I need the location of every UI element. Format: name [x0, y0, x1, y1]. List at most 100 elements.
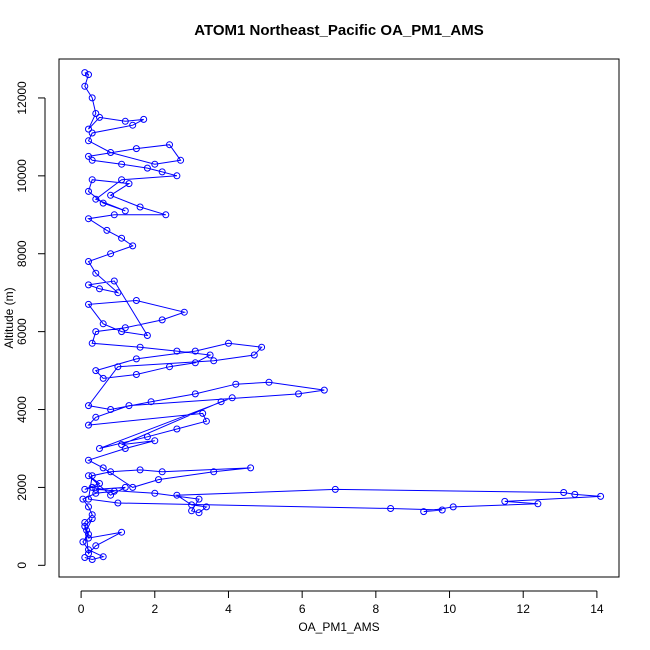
x-tick-label: 12 — [517, 602, 531, 616]
data-point — [85, 152, 92, 160]
data-point — [420, 508, 428, 516]
data-point — [217, 398, 225, 406]
data-point — [143, 164, 151, 172]
data-point — [166, 141, 173, 149]
data-point — [158, 468, 166, 476]
y-tick-label: 10000 — [15, 159, 29, 193]
data-point — [320, 386, 328, 394]
data-point — [85, 137, 92, 145]
data-point — [258, 343, 266, 351]
data-point — [85, 125, 92, 133]
data-point — [96, 113, 103, 121]
data-point — [121, 117, 129, 125]
data-point — [99, 320, 107, 328]
data-point — [99, 464, 107, 472]
data-point — [85, 187, 92, 195]
data-point — [81, 554, 89, 561]
data-point — [125, 402, 133, 410]
data-point — [210, 357, 218, 365]
data-point — [92, 110, 100, 117]
data-point — [121, 207, 129, 215]
data-point — [88, 339, 96, 347]
x-tick-label: 0 — [78, 602, 85, 616]
plot-area — [79, 69, 605, 563]
data-point — [125, 180, 133, 188]
data-point — [195, 495, 203, 503]
data-point — [162, 211, 170, 219]
data-point — [191, 359, 199, 367]
data-point — [107, 191, 115, 199]
data-point — [85, 534, 92, 542]
data-point — [88, 176, 96, 184]
data-point — [85, 300, 92, 308]
data-point — [129, 121, 137, 129]
data-point — [81, 69, 89, 77]
data-point — [225, 339, 232, 347]
data-point — [99, 199, 107, 207]
data-point — [85, 503, 92, 511]
data-point — [195, 509, 203, 517]
y-tick-label: 0 — [15, 562, 29, 569]
data-point — [96, 445, 103, 452]
data-point — [121, 445, 129, 452]
data-point — [83, 526, 91, 534]
data-point — [88, 511, 96, 519]
data-point — [88, 129, 96, 137]
data-point — [199, 409, 207, 417]
data-point — [151, 489, 159, 497]
data-point — [147, 398, 155, 406]
data-point — [173, 425, 181, 433]
y-tick-label: 12000 — [15, 81, 29, 115]
data-point — [180, 308, 188, 316]
data-point — [81, 522, 89, 530]
data-point — [295, 390, 302, 398]
data-point — [85, 456, 92, 464]
data-point — [132, 355, 140, 363]
data-point — [88, 156, 96, 164]
data-point — [85, 472, 92, 480]
data-point — [85, 402, 92, 410]
data-point — [114, 289, 122, 297]
data-point — [88, 515, 96, 523]
data-point — [92, 195, 100, 203]
data-point — [188, 501, 196, 509]
data-point — [110, 487, 118, 495]
data-point — [173, 491, 181, 499]
data-point — [202, 503, 210, 511]
data-point — [92, 489, 100, 497]
y-tick-label: 8000 — [15, 240, 29, 267]
data-point — [92, 413, 100, 421]
data-point — [114, 363, 122, 371]
data-point — [85, 71, 92, 79]
data-point — [118, 328, 126, 336]
data-point — [121, 324, 129, 332]
data-point — [107, 250, 115, 258]
data-point — [88, 94, 96, 102]
data-point — [132, 371, 140, 378]
y-tick-label: 4000 — [15, 396, 29, 423]
x-tick-label: 10 — [443, 602, 457, 616]
data-point — [331, 485, 339, 493]
data-point — [85, 421, 92, 429]
y-tick-label: 6000 — [15, 318, 29, 345]
data-point — [129, 483, 137, 491]
data-point — [99, 374, 107, 382]
data-point — [92, 542, 100, 550]
data-point — [118, 176, 126, 184]
data-point — [206, 351, 214, 359]
data-point — [110, 277, 118, 285]
x-axis: 0 2 4 6 8 10 12 14 — [78, 590, 604, 616]
data-point — [151, 160, 159, 168]
data-point — [92, 367, 100, 375]
data-point — [85, 530, 92, 538]
data-point — [136, 343, 144, 351]
data-point — [232, 380, 240, 388]
data-point — [81, 485, 89, 493]
data-point — [79, 538, 87, 546]
data-point — [534, 500, 542, 508]
data-point — [96, 285, 103, 293]
x-axis-label: OA_PM1_AMS — [298, 620, 379, 634]
data-point — [158, 168, 166, 176]
data-point — [92, 328, 100, 336]
data-point — [265, 378, 273, 386]
